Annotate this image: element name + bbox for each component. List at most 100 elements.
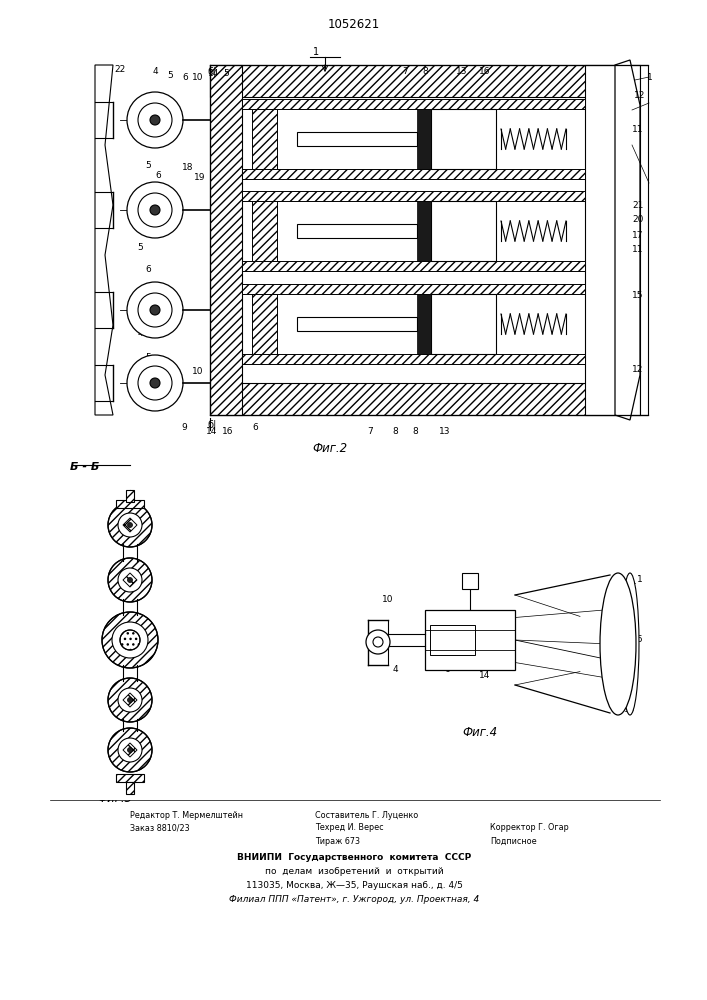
- Bar: [121, 672, 139, 693]
- Text: 4: 4: [137, 328, 143, 338]
- Text: 5: 5: [223, 70, 229, 79]
- Text: 20: 20: [163, 639, 174, 648]
- Circle shape: [138, 293, 172, 327]
- Text: 5: 5: [145, 160, 151, 169]
- Circle shape: [127, 582, 133, 588]
- Bar: [430, 625, 475, 655]
- Bar: [210, 383, 640, 415]
- Text: 4: 4: [392, 666, 398, 674]
- Circle shape: [103, 623, 157, 677]
- Text: 16: 16: [479, 68, 491, 77]
- Text: б|: б|: [207, 67, 216, 77]
- Text: б|: б|: [207, 420, 216, 430]
- Bar: [116, 500, 144, 508]
- Text: ВНИИПИ  Государственного  комитета  СССР: ВНИИПИ Государственного комитета СССР: [237, 854, 471, 862]
- Bar: [585, 65, 640, 415]
- Text: 14: 14: [206, 428, 218, 436]
- Polygon shape: [126, 711, 134, 719]
- Text: 10: 10: [192, 74, 204, 83]
- Text: 14: 14: [479, 670, 491, 680]
- Text: 6: 6: [155, 363, 161, 372]
- Ellipse shape: [621, 573, 639, 715]
- Bar: [242, 354, 585, 364]
- Circle shape: [138, 193, 172, 227]
- Circle shape: [150, 305, 160, 315]
- Text: 12: 12: [634, 91, 645, 100]
- Text: 6: 6: [252, 424, 258, 432]
- Text: 7: 7: [367, 428, 373, 436]
- Polygon shape: [108, 558, 152, 602]
- Text: 12: 12: [632, 365, 643, 374]
- Text: Составитель Г. Луценко: Составитель Г. Луценко: [315, 810, 419, 820]
- Bar: [242, 169, 585, 179]
- Text: 7: 7: [402, 68, 408, 77]
- Polygon shape: [123, 693, 137, 707]
- Text: 21: 21: [632, 200, 643, 210]
- Bar: [121, 542, 139, 563]
- Circle shape: [138, 366, 172, 400]
- Circle shape: [115, 570, 145, 600]
- Circle shape: [115, 635, 145, 665]
- Text: Тираж 673: Тираж 673: [315, 836, 360, 846]
- Polygon shape: [103, 493, 157, 547]
- Circle shape: [103, 493, 157, 547]
- Bar: [640, 65, 648, 415]
- Bar: [242, 284, 585, 294]
- Polygon shape: [615, 60, 640, 420]
- Polygon shape: [102, 612, 158, 668]
- Text: 8: 8: [89, 585, 95, 594]
- Bar: [431, 109, 496, 169]
- Polygon shape: [108, 678, 152, 722]
- Circle shape: [127, 578, 132, 582]
- Polygon shape: [126, 581, 134, 589]
- Text: 16: 16: [632, 636, 644, 645]
- Circle shape: [150, 115, 160, 125]
- Text: 4: 4: [152, 68, 158, 77]
- Bar: [297, 224, 417, 238]
- Text: 16: 16: [162, 768, 174, 778]
- Text: 8: 8: [412, 428, 418, 436]
- Text: 22: 22: [115, 66, 126, 75]
- Circle shape: [127, 712, 133, 718]
- Text: 20: 20: [632, 216, 643, 225]
- Bar: [126, 782, 134, 794]
- Text: 6: 6: [162, 696, 168, 704]
- Text: 18: 18: [182, 163, 194, 172]
- Text: 1: 1: [637, 576, 643, 584]
- Text: Редактор Т. Мермелштейн: Редактор Т. Мермелштейн: [130, 810, 243, 820]
- Text: 6: 6: [162, 548, 168, 558]
- Bar: [431, 294, 496, 354]
- Circle shape: [112, 622, 148, 658]
- Bar: [242, 191, 585, 201]
- Text: Фиг.4: Фиг.4: [462, 726, 498, 740]
- Bar: [123, 665, 138, 681]
- Text: 13: 13: [456, 68, 468, 77]
- Bar: [123, 599, 138, 615]
- Bar: [417, 201, 431, 261]
- Circle shape: [103, 688, 157, 742]
- Bar: [297, 317, 417, 331]
- Text: 5: 5: [145, 354, 151, 362]
- Circle shape: [127, 92, 183, 148]
- Polygon shape: [103, 688, 157, 742]
- Circle shape: [150, 205, 160, 215]
- Polygon shape: [123, 518, 137, 532]
- Circle shape: [127, 698, 132, 702]
- Text: 1052621: 1052621: [328, 18, 380, 31]
- Polygon shape: [123, 573, 137, 587]
- Bar: [252, 201, 277, 261]
- Circle shape: [127, 522, 132, 528]
- Bar: [210, 65, 242, 415]
- Bar: [431, 201, 496, 261]
- Text: Б - Б: Б - Б: [70, 462, 100, 472]
- Text: 13: 13: [439, 428, 451, 436]
- Bar: [123, 544, 138, 561]
- Circle shape: [373, 637, 383, 647]
- Text: 17: 17: [632, 231, 644, 239]
- Text: 14: 14: [163, 522, 174, 532]
- Text: 6: 6: [182, 74, 188, 83]
- Text: Фиг.2: Фиг.2: [312, 442, 348, 454]
- Text: Корректор Г. Огар: Корректор Г. Огар: [490, 824, 568, 832]
- Text: 16: 16: [222, 428, 234, 436]
- Polygon shape: [123, 743, 137, 757]
